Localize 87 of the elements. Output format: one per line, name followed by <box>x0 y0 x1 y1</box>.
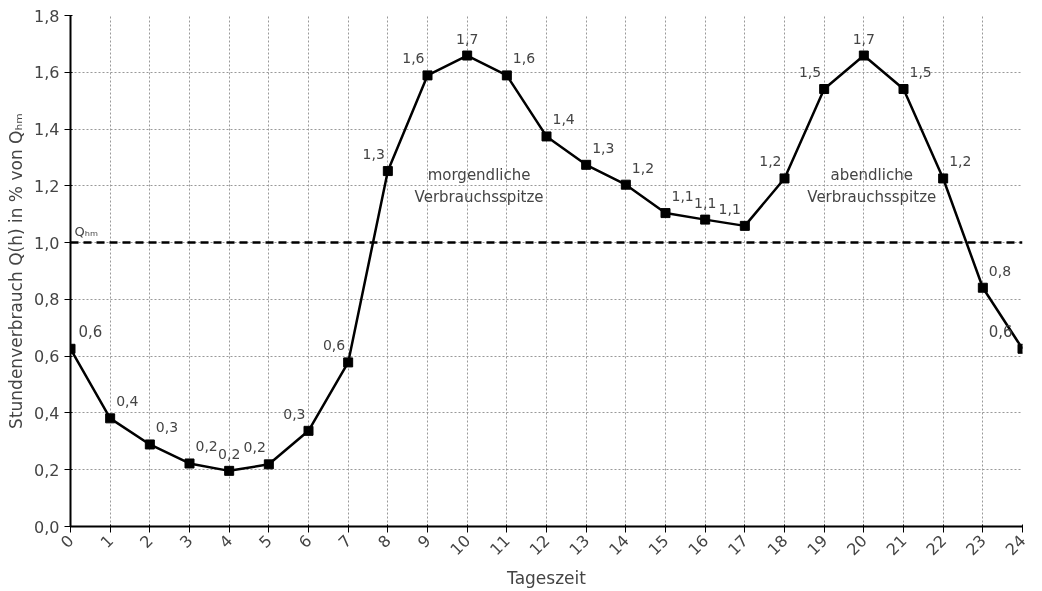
point <box>462 50 473 61</box>
x-tick-label: 16 <box>684 531 713 559</box>
data-label: 1,5 <box>798 64 822 81</box>
data-label: 1,1 <box>694 194 717 211</box>
data-label: 0,6 <box>78 322 103 341</box>
x-tick-label: 21 <box>882 531 911 559</box>
x-tick-label: 1 <box>96 531 118 552</box>
point <box>739 220 750 231</box>
x-tick-label: 9 <box>413 531 435 552</box>
y-tick-label: 0,0 <box>34 517 60 537</box>
x-tick-label: 20 <box>843 531 871 559</box>
point <box>620 179 631 190</box>
data-label: 0,2 <box>218 445 241 462</box>
data-label: 0,3 <box>283 405 306 422</box>
point <box>858 50 869 61</box>
point <box>343 357 354 368</box>
point <box>581 159 592 170</box>
point <box>224 465 235 476</box>
data-label: 0,4 <box>116 393 139 410</box>
x-tick-label: 17 <box>724 531 752 559</box>
y-tick-label: 1,2 <box>34 176 60 196</box>
point <box>144 439 155 450</box>
y-tick-label: 1,0 <box>34 233 60 253</box>
data-label: 1,1 <box>718 200 741 217</box>
annotation: morgendliche Verbrauchsspitze <box>414 166 544 206</box>
data-label: 1,7 <box>456 30 479 47</box>
y-tick-label: 0,2 <box>34 460 60 480</box>
x-tick-label: 3 <box>175 531 197 552</box>
point <box>779 173 790 184</box>
data-label: 0,3 <box>155 419 179 436</box>
x-tick-label: 19 <box>803 531 832 559</box>
data-label: 0,8 <box>988 262 1012 279</box>
data-label: 1,3 <box>362 146 385 163</box>
point <box>303 425 314 436</box>
data-label: 1,2 <box>759 153 782 170</box>
x-tick-label: 6 <box>294 531 316 552</box>
y-axis-title: Stundenverbrauch Q(h) in % von Qₕₘ <box>6 113 27 429</box>
data-label: 0,2 <box>243 439 266 456</box>
point <box>819 84 830 95</box>
data-label: 1,6 <box>512 50 536 67</box>
y-tick-label: 1,8 <box>34 6 60 26</box>
x-tick-label: 10 <box>446 531 475 559</box>
point <box>105 413 116 424</box>
data-label: 1,6 <box>402 50 425 67</box>
x-tick-label: 11 <box>486 531 514 559</box>
data-label: 0,6 <box>322 337 346 354</box>
x-tick-label: 13 <box>565 531 594 559</box>
point <box>700 214 711 225</box>
point <box>898 84 909 95</box>
y-tick-label: 1,4 <box>34 120 60 140</box>
point <box>422 70 433 81</box>
data-label: 1,7 <box>852 30 875 47</box>
point <box>263 459 274 470</box>
x-tick-label: 8 <box>374 531 395 552</box>
point <box>977 282 988 293</box>
point <box>938 173 949 184</box>
point <box>184 458 195 469</box>
x-tick-label: 23 <box>962 531 990 559</box>
data-label: 1,5 <box>909 64 932 81</box>
point <box>501 70 512 81</box>
x-tick-label: 5 <box>255 531 276 552</box>
point <box>541 131 552 142</box>
x-tick-label: 12 <box>525 531 554 559</box>
x-tick-label: 15 <box>644 531 673 559</box>
data-label: 1,2 <box>631 159 655 176</box>
data-label: 1,4 <box>552 111 575 128</box>
y-tick-label: 1,6 <box>34 63 60 83</box>
x-axis-title: Tageszeit <box>506 568 587 589</box>
data-label: 0,6 <box>988 322 1013 341</box>
data-label: 0,2 <box>195 438 218 455</box>
y-tick-label: 0,4 <box>34 403 60 423</box>
data-label: 1,3 <box>592 139 615 156</box>
point <box>382 166 393 177</box>
point <box>660 208 671 219</box>
x-tick-label: 22 <box>922 531 951 559</box>
y-tick-label: 0,6 <box>34 347 60 367</box>
annotation: abendliche Verbrauchsspitze <box>807 166 937 206</box>
x-tick-label: 7 <box>334 531 356 552</box>
x-tick-label: 24 <box>1001 531 1030 559</box>
x-tick-label: 2 <box>136 531 157 552</box>
x-tick-label: 14 <box>605 531 633 559</box>
y-tick-label: 0,8 <box>34 290 60 310</box>
ref-line-label: Qₕₘ <box>74 223 99 239</box>
data-label: 1,2 <box>949 153 972 170</box>
data-label: 1,1 <box>671 188 694 205</box>
x-tick-label: 18 <box>763 531 792 559</box>
x-tick-label: 4 <box>215 531 237 552</box>
